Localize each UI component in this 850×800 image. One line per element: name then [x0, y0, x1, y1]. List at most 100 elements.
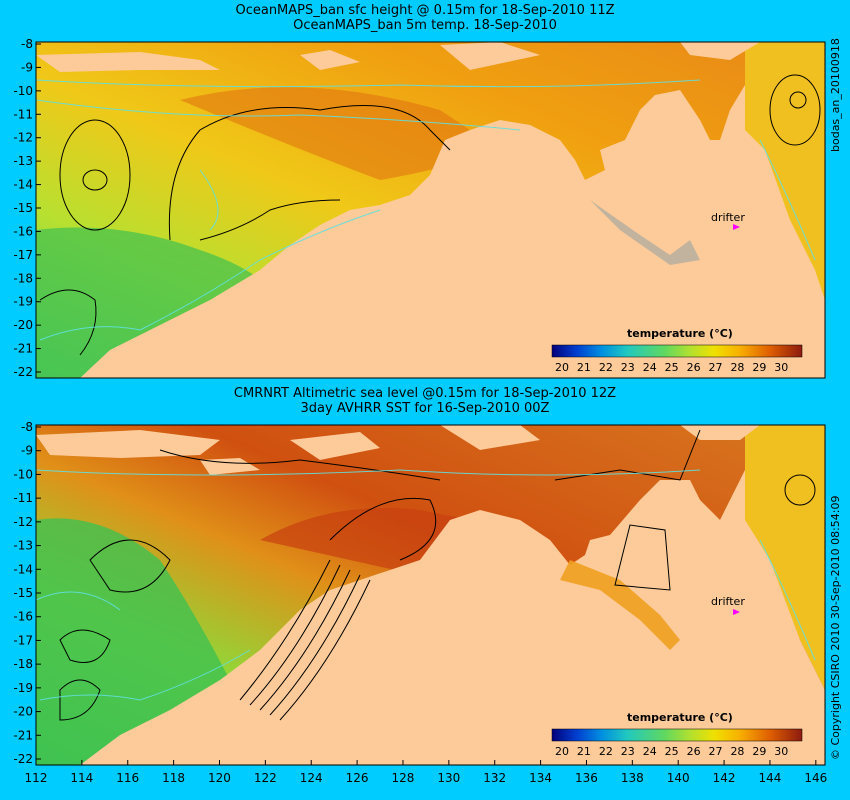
- panel-1-title: OceanMAPS_ban sfc height @ 0.15m for 18-…: [0, 3, 850, 33]
- island-flores: [290, 432, 380, 460]
- x-tick-label: 146: [804, 771, 827, 785]
- drifter-label: drifter: [711, 595, 745, 608]
- y-tick-label: -10: [13, 467, 33, 481]
- x-tick-label: 120: [208, 771, 231, 785]
- y-axis-ticks-panel-1: -8 -9 -10 -11 -12 -13 -14 -15 -16 -17 -18 -19 -20 -21…: [13, 37, 41, 379]
- temperature-legend: temperature (°C) 20 21 22 23 24 25 26 27 28 29 30: [551, 711, 803, 758]
- map-frame: [35, 424, 826, 766]
- legend-tick-label: 25: [665, 745, 679, 758]
- x-tick-label: 130: [437, 771, 460, 785]
- warm-water-region: [180, 87, 500, 180]
- y-tick-label: -14: [13, 178, 33, 192]
- panel-1-title-line-2: OceanMAPS_ban 5m temp. 18-Sep-2010: [293, 18, 557, 33]
- island-new-guinea: [680, 42, 760, 60]
- legend-tick-labels: 20 21 22 23 24 25 26 27 28 29 30: [555, 745, 788, 758]
- legend-tick-label: 20: [555, 361, 569, 374]
- australia-landmass: [80, 85, 745, 378]
- y-tick-label: -9: [21, 444, 33, 458]
- y-tick-label: -8: [21, 37, 33, 51]
- legend-tick-label: 26: [687, 361, 701, 374]
- legend-tick-label: 30: [774, 361, 788, 374]
- panel-2-title-line-2: 3day AVHRR SST for 16-Sep-2010 00Z: [300, 401, 550, 416]
- x-tick-label: 118: [162, 771, 185, 785]
- run-id-label: bodas_an_20100918: [829, 38, 842, 152]
- temperature-legend: temperature (°C) 20 21 22 23 24 25 26 27 28 29 30: [551, 327, 803, 374]
- color-bar: [551, 728, 803, 742]
- y-tick-label: -13: [13, 539, 33, 553]
- y-tick-label: -12: [13, 131, 33, 145]
- panel-1-title-line-1: OceanMAPS_ban sfc height @ 0.15m for 18-…: [235, 3, 615, 18]
- sea-height-contours: [39, 74, 821, 356]
- y-tick-label: -20: [13, 705, 33, 719]
- y-tick-label: -18: [13, 657, 33, 671]
- drifter-label: drifter: [711, 211, 745, 224]
- x-tick-label: 128: [392, 771, 415, 785]
- x-tick-label: 140: [667, 771, 690, 785]
- legend-tick-label: 21: [577, 745, 591, 758]
- legend-tick-label: 30: [774, 745, 788, 758]
- bathymetry-contours: [35, 79, 816, 341]
- y-tick-label: -19: [13, 681, 33, 695]
- x-tick-label: 124: [300, 771, 323, 785]
- x-tick-label: 134: [529, 771, 552, 785]
- legend-tick-labels: 20 21 22 23 24 25 26 27 28 29 30: [555, 361, 788, 374]
- legend-tick-label: 24: [643, 361, 657, 374]
- color-bar: [551, 344, 803, 358]
- y-tick-label: -19: [13, 295, 33, 309]
- panel-2-title: CMRNRT Altimetric sea level @0.15m for 1…: [0, 386, 850, 416]
- legend-tick-label: 29: [752, 361, 766, 374]
- legend-tick-label: 23: [621, 745, 635, 758]
- x-axis-ticks: 112 114 116 118 120 122 124 126 128 130 132 134 136 1…: [25, 760, 827, 785]
- y-tick-label: -13: [13, 154, 33, 168]
- legend-tick-label: 25: [665, 361, 679, 374]
- y-tick-label: -16: [13, 224, 33, 238]
- map-panel-2: drifter temperature (°C) 20 21 22 23 24 25 26 2…: [35, 424, 826, 766]
- y-tick-label: -15: [13, 201, 33, 215]
- bathymetry-contours: [35, 469, 816, 701]
- y-axis-ticks-panel-2: -8 -9 -10 -11 -12 -13 -14 -15 -16 -17 -18 -19 -20 -21…: [13, 420, 41, 766]
- y-tick-label: -11: [13, 491, 33, 505]
- y-tick-label: -8: [21, 420, 33, 434]
- y-tick-label: -16: [13, 610, 33, 624]
- island-timor: [440, 42, 540, 70]
- legend-tick-label: 20: [555, 745, 569, 758]
- legend-tick-label: 26: [687, 745, 701, 758]
- cape-york-landmass: [745, 520, 825, 765]
- island-java: [36, 52, 220, 72]
- legend-tick-label: 27: [709, 745, 723, 758]
- y-tick-label: -18: [13, 271, 33, 285]
- x-tick-label: 112: [25, 771, 48, 785]
- island-new-guinea: [680, 425, 760, 440]
- y-tick-label: -17: [13, 248, 33, 262]
- y-tick-label: -15: [13, 586, 33, 600]
- cape-york-landmass: [745, 130, 825, 378]
- x-tick-label: 116: [116, 771, 139, 785]
- y-tick-label: -22: [13, 752, 33, 766]
- legend-tick-label: 21: [577, 361, 591, 374]
- y-tick-label: -10: [13, 84, 33, 98]
- legend-tick-label: 23: [621, 361, 635, 374]
- island-flores: [300, 50, 360, 70]
- legend-tick-label: 28: [730, 745, 744, 758]
- x-tick-label: 122: [254, 771, 277, 785]
- drifter-marker: [733, 609, 740, 615]
- legend-tick-label: 29: [752, 745, 766, 758]
- y-tick-label: -17: [13, 633, 33, 647]
- island-timor: [440, 425, 540, 450]
- island-sumba: [200, 458, 260, 475]
- y-tick-label: -21: [13, 728, 33, 742]
- y-tick-label: -21: [13, 342, 33, 356]
- legend-tick-label: 22: [599, 745, 613, 758]
- y-tick-label: -22: [13, 365, 33, 379]
- y-tick-label: -12: [13, 515, 33, 529]
- y-tick-label: -11: [13, 107, 33, 121]
- island-java: [36, 430, 220, 458]
- panel-2-title-line-1: CMRNRT Altimetric sea level @0.15m for 1…: [233, 386, 617, 401]
- y-tick-label: -20: [13, 318, 33, 332]
- copyright-label: © Copyright CSIRO 2010 30-Sep-2010 08:54…: [829, 495, 842, 761]
- x-tick-label: 114: [70, 771, 93, 785]
- gulf-sea: [745, 425, 825, 690]
- x-tick-label: 136: [575, 771, 598, 785]
- y-tick-label: -14: [13, 562, 33, 576]
- australia-landmass: [80, 470, 745, 765]
